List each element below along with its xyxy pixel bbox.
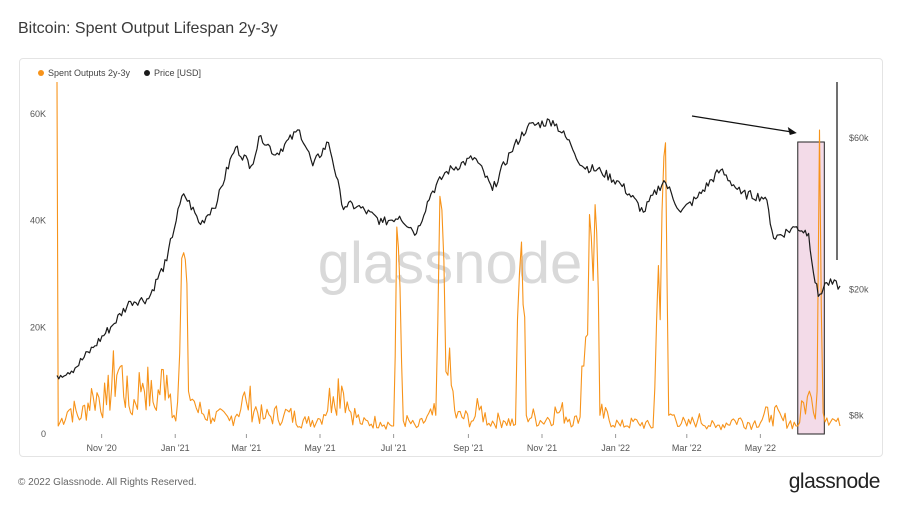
y-left-tick-label: 40K <box>30 216 46 226</box>
price-line <box>56 118 841 380</box>
annotation-arrow-line <box>691 115 792 133</box>
x-tick-label: Mar '22 <box>672 443 702 453</box>
legend: Spent Outputs 2y-3y Price [USD] <box>38 68 201 78</box>
copyright-footer: © 2022 Glassnode. All Rights Reserved. <box>18 477 197 488</box>
y-right-tick-label: $8k <box>849 411 864 421</box>
x-tick-label: Jul '21 <box>381 443 407 453</box>
x-tick-label: May '21 <box>304 443 335 453</box>
legend-item-price[interactable]: Price [USD] <box>144 68 201 78</box>
price-series <box>56 118 841 380</box>
y-right-tick-label: $60k <box>849 133 869 143</box>
x-tick-label: Jan '22 <box>601 443 630 453</box>
axes: 0 20K 40K 60K $8k $20k $60k Nov '20 Jan '21 Mar '… <box>30 109 869 453</box>
annotation-arrow-head <box>787 127 797 135</box>
annotation-layer <box>691 82 838 260</box>
page-title: Bitcoin: Spent Output Lifespan 2y-3y <box>18 20 278 37</box>
glassnode-logo: glassnode <box>788 470 881 493</box>
spent-outputs-series <box>56 81 841 431</box>
legend-label-price: Price [USD] <box>154 68 202 78</box>
watermark-text: glassnode <box>318 231 582 296</box>
legend-item-spent-outputs[interactable]: Spent Outputs 2y-3y <box>38 68 130 78</box>
x-tick-label: May '22 <box>745 443 776 453</box>
x-tick-label: Nov '20 <box>87 443 117 453</box>
chart-panel <box>19 58 883 457</box>
legend-label-spent-outputs: Spent Outputs 2y-3y <box>48 68 131 78</box>
y-left-tick-label: 60K <box>30 109 46 119</box>
y-left-tick-label: 20K <box>30 322 46 332</box>
legend-dot-price <box>144 70 151 76</box>
spent-outputs-line <box>56 81 841 431</box>
x-tick-label: Sep '21 <box>453 443 483 453</box>
legend-dot-spent-outputs <box>38 70 44 76</box>
x-tick-label: Jan '21 <box>161 443 190 453</box>
x-tick-label: Mar '21 <box>232 443 262 453</box>
y-left-tick-label: 0 <box>41 429 46 439</box>
y-right-tick-label: $20k <box>849 284 869 294</box>
x-tick-label: Nov '21 <box>527 443 557 453</box>
